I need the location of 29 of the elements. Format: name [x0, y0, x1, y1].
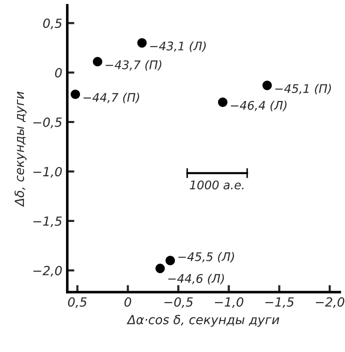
point [262, 80, 272, 90]
y-tick-label: −1,5 [33, 216, 62, 228]
y-tick-label: −0,5 [33, 117, 62, 128]
annotation: 1000 а.е. [190, 180, 244, 190]
y-tick-label: −1,0 [33, 166, 62, 178]
point [70, 90, 80, 100]
x-tick-label: −2,0 [316, 297, 344, 308]
x-tick-label: 0 [124, 297, 132, 307]
annotation: −45,1 (П) [275, 84, 331, 94]
x-tick-label: −1,0 [214, 297, 244, 308]
y-tick-label: 0 [55, 68, 62, 78]
point [218, 97, 228, 107]
point [92, 56, 102, 66]
point [155, 264, 165, 274]
x-tick-label: 0,5 [68, 297, 87, 308]
annotation: −45,5 (Л) [178, 252, 234, 263]
point [165, 256, 175, 266]
y-tick-label: −2,0 [33, 266, 62, 277]
annotation: −44,7 (П) [84, 92, 140, 104]
annotation: −46,4 (Л) [230, 100, 286, 112]
annotation: −43,7 (П) [106, 60, 162, 71]
x-tick-label: −0,5 [164, 297, 193, 308]
y-tick-label: 0,5 [43, 18, 62, 30]
annotation: −43,1 (Л) [150, 41, 206, 52]
point [137, 38, 147, 48]
annotation: −44,6 (Л) [168, 274, 224, 284]
y-axis-title: Δδ, секунды дуги [14, 92, 27, 208]
x-tick-label: −1,5 [265, 297, 294, 308]
x-axis-title: Δα·cos δ, секунды дуги [126, 314, 280, 327]
